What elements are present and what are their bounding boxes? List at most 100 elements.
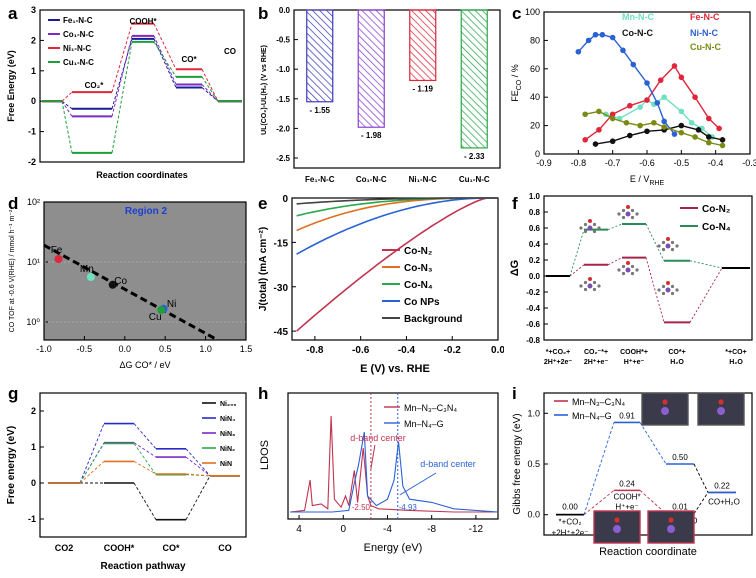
- step-label-b2: H⁺+e⁻: [615, 502, 638, 511]
- y-axis-label: Free energy (eV): [6, 426, 17, 504]
- step-label-2-a: COOH*+: [620, 349, 648, 356]
- structure-thumb-4: [579, 277, 601, 292]
- ldos-curve-1: [290, 431, 499, 513]
- bar-0: [306, 9, 334, 103]
- chart-b: 0.0 -0.5 -1.0 -1.5 -2.0 -2.5 UL(CO₂)-UL(H₂) (V…: [261, 6, 501, 184]
- chart-c: -0.9 -0.8 -0.7 -0.6 -0.5 -0.4 -0.3 0 20 40 60 80 100…: [510, 7, 756, 187]
- bar-1: [357, 9, 385, 128]
- panel-label-e: e: [258, 194, 268, 213]
- x-tick-label: -1.0: [36, 344, 52, 354]
- legend-label: Mn–N₃–C₃N₄: [404, 403, 457, 413]
- x-tick-label: 1.5: [240, 344, 252, 354]
- y-tick-label: 40: [530, 92, 540, 102]
- atom: [635, 268, 639, 272]
- legend-label: Co-N₃: [404, 263, 433, 274]
- step-label-co: CO*: [181, 55, 197, 64]
- adsorbate-atom: [626, 205, 630, 209]
- bar-value-label: - 1.55: [310, 106, 331, 115]
- legend-label: Co₁-N-C: [63, 30, 94, 39]
- x-tick-label: CO*: [162, 543, 180, 553]
- connector-2-2: [153, 23, 177, 70]
- metal-atom: [665, 243, 671, 249]
- adsorbate-atom: [718, 399, 724, 405]
- step-label-0-b: 2H⁺+2e⁻: [544, 359, 573, 366]
- plot-frame: [43, 201, 247, 341]
- step-label-3-a: CO*+: [668, 349, 685, 356]
- legend-label: NiN: [220, 461, 232, 468]
- point-label-Co: Co: [114, 276, 127, 287]
- atom: [675, 244, 679, 248]
- point-label-Fe: Fe: [51, 245, 63, 256]
- legend-0: Mn-N-C: [622, 12, 654, 22]
- plot-frame: [39, 392, 247, 538]
- connector-2-0: [61, 91, 73, 102]
- bar-value-label: - 1.98: [361, 131, 382, 140]
- point-4-10: [719, 142, 726, 149]
- atom: [630, 264, 635, 269]
- point-2-8: [719, 137, 726, 143]
- x-axis-label: Reaction coordinate: [599, 546, 697, 558]
- ldos-curve-0: [290, 415, 498, 513]
- y-tick-label: 0: [535, 149, 540, 159]
- x-tick-label: Co₁-N-C: [356, 175, 387, 184]
- legend-4: Cu-N-C: [690, 42, 721, 52]
- x-tick-label: -0.2: [444, 345, 462, 356]
- dband-arrow-1: [370, 444, 376, 470]
- trend-2: [595, 124, 723, 145]
- chart-g: -1 0 1 2 Free energy (eV) Reaction pathway CO2…: [6, 392, 247, 572]
- x-tick-label: -0.5: [77, 344, 93, 354]
- connector-0-1: [639, 490, 667, 515]
- x-tick-label: -0.9: [536, 158, 552, 168]
- connector-0-2: [185, 475, 211, 520]
- y-tick-label: 0: [31, 96, 36, 106]
- inset-frame: [641, 392, 689, 426]
- atom: [675, 288, 679, 292]
- adsorbate-atom: [662, 399, 668, 405]
- atom: [657, 288, 661, 292]
- y-tick-label: 0: [282, 194, 288, 205]
- legend-label: NiN₂: [220, 446, 235, 453]
- x-tick-label: -0.5: [674, 158, 690, 168]
- atom: [617, 268, 621, 272]
- step-label-cooh: COOH*: [129, 17, 157, 26]
- connector-1-3: [689, 260, 723, 269]
- y-tick-label: 10¹: [27, 257, 40, 267]
- step-label-3-b: H₂O: [670, 359, 684, 366]
- step-label-a2: +2H⁺+2e⁻: [552, 529, 589, 538]
- bar-value-label: - 2.33: [464, 152, 485, 161]
- legend-3: Ni-N-C: [690, 28, 718, 38]
- legend-label: Mn–N₃–C₃N₄: [572, 397, 625, 407]
- atom: [661, 247, 666, 252]
- y-tick-label: 10²: [27, 197, 40, 207]
- step-label-d: CO+H₂O: [708, 497, 740, 506]
- x-tick-label: CO2: [55, 543, 74, 553]
- dband-value-2: -4.93: [399, 503, 418, 512]
- point-Mn: [86, 273, 95, 281]
- connector-2-1: [133, 442, 157, 458]
- y-tick-label: 1.0: [527, 408, 540, 418]
- metal-atom: [613, 525, 621, 533]
- connector-0-2: [645, 257, 665, 323]
- y-tick-label: -1.5: [276, 95, 290, 104]
- connector-4-1: [133, 461, 157, 475]
- metal-atom: [665, 287, 671, 293]
- y-axis-label: CO TOF at -0.6 V(RHE) / mmol h⁻¹ m⁻²: [9, 209, 16, 332]
- step-label-2-b: H⁺+e⁻: [624, 359, 645, 366]
- atom: [630, 208, 635, 213]
- metal-atom: [625, 211, 631, 217]
- metal-atom: [667, 525, 675, 533]
- y-tick-label: 1.0: [529, 192, 541, 201]
- atom: [592, 229, 597, 234]
- x-tick-label: -0.7: [605, 158, 621, 168]
- metal-atom: [717, 407, 725, 415]
- y-tick-label: 0: [31, 478, 36, 488]
- atom: [617, 212, 621, 216]
- connector-2-3: [201, 69, 219, 102]
- atom: [583, 287, 588, 292]
- metal-atom: [661, 407, 669, 415]
- point-4-0: [582, 111, 588, 118]
- y-tick-label: -30: [274, 283, 289, 294]
- legend-1: Fe-N-C: [690, 12, 720, 22]
- value-label-2a: 0.50: [672, 453, 688, 462]
- step-label-1-b: 2H⁺+e⁻: [584, 359, 609, 366]
